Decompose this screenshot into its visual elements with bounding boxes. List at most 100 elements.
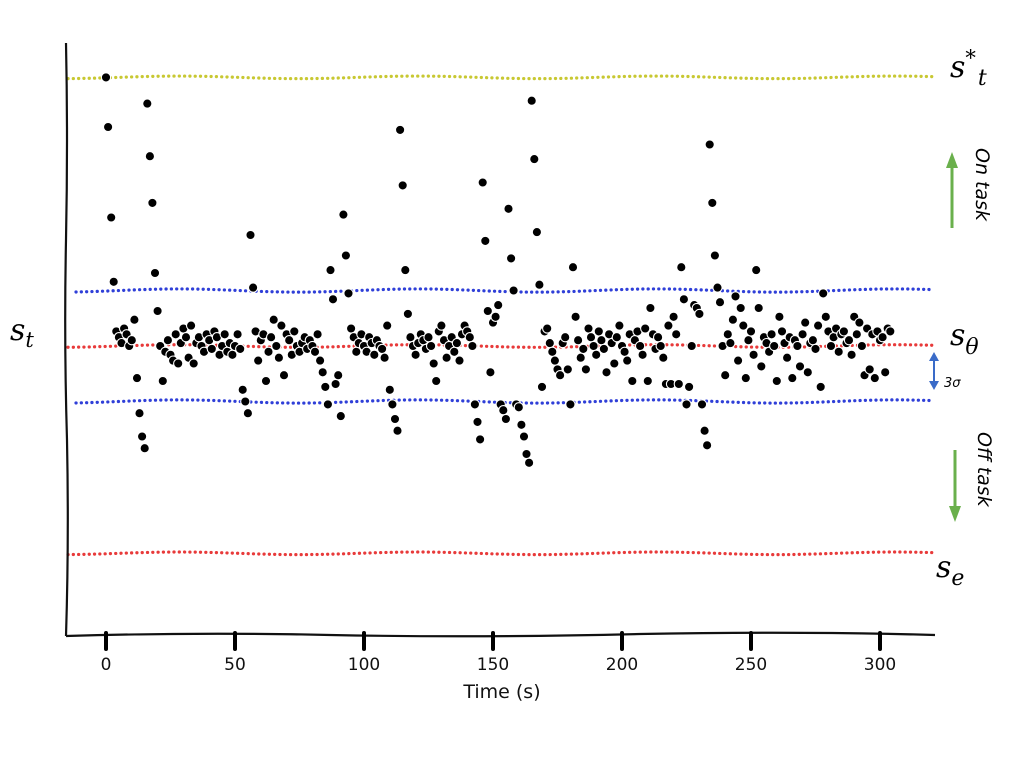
data-point	[748, 349, 759, 360]
data-point	[333, 370, 344, 381]
data-point	[505, 253, 517, 264]
data-point	[240, 396, 251, 407]
data-point	[802, 367, 813, 378]
data-point	[284, 335, 295, 346]
data-point	[126, 335, 137, 346]
data-point	[402, 308, 414, 320]
data-point	[129, 314, 140, 325]
data-point	[102, 121, 114, 133]
data-point	[518, 431, 530, 442]
data-point	[580, 364, 592, 375]
data-point	[245, 229, 256, 241]
off-task-label: Off task	[973, 432, 995, 508]
data-point	[696, 399, 708, 410]
data-point	[493, 299, 504, 311]
data-point	[531, 226, 543, 238]
data-point	[152, 305, 163, 317]
data-point	[389, 413, 401, 425]
data-point	[428, 358, 439, 369]
data-point	[394, 124, 406, 136]
data-point	[634, 340, 646, 352]
data-point	[614, 320, 625, 331]
data-point	[671, 329, 682, 340]
data-point	[800, 317, 811, 328]
data-point	[825, 340, 837, 352]
data-point	[544, 337, 555, 349]
label-s-theta: sθ	[950, 318, 979, 360]
data-point	[480, 235, 491, 247]
data-point	[547, 346, 558, 357]
data-point	[312, 329, 323, 340]
data-point	[529, 153, 540, 165]
data-point	[317, 367, 328, 378]
band-line-0	[74, 287, 936, 294]
data-point	[516, 419, 527, 430]
data-point	[720, 370, 731, 381]
data-point	[327, 294, 339, 305]
on-task-arrow-head	[946, 152, 958, 168]
data-point	[235, 343, 246, 355]
data-point	[797, 329, 808, 340]
data-point	[136, 431, 148, 442]
data-point	[451, 337, 463, 349]
data-point	[885, 326, 896, 337]
data-point	[162, 335, 174, 346]
off-task-arrow-head	[949, 506, 961, 522]
data-point	[854, 317, 865, 328]
data-point	[575, 352, 586, 363]
data-point	[572, 335, 584, 346]
data-point	[810, 343, 821, 355]
data-point	[477, 177, 488, 188]
data-point	[815, 381, 826, 393]
data-point	[206, 343, 217, 355]
data-point	[369, 349, 380, 360]
data-point	[431, 375, 442, 387]
data-point	[714, 297, 726, 308]
data-point	[645, 302, 656, 314]
reference-line-2	[66, 550, 934, 557]
data-point	[467, 340, 478, 352]
data-point	[554, 370, 566, 381]
y-axis-label: st	[10, 313, 34, 352]
data-point	[335, 410, 346, 422]
data-point	[743, 335, 754, 346]
data-point	[820, 311, 831, 322]
data-point	[838, 326, 850, 337]
data-point	[701, 440, 713, 451]
data-point	[735, 302, 746, 314]
data-point	[343, 288, 354, 299]
data-point	[542, 323, 553, 334]
data-point	[588, 340, 599, 352]
data-point	[485, 367, 496, 378]
data-point	[601, 367, 612, 378]
data-point	[503, 203, 514, 214]
data-point	[436, 320, 447, 331]
data-point	[379, 352, 390, 363]
data-point	[683, 381, 695, 393]
data-point	[745, 326, 757, 337]
data-point	[188, 358, 199, 369]
data-point	[663, 320, 674, 331]
data-point	[268, 314, 279, 325]
data-point	[108, 276, 119, 287]
data-point	[869, 372, 880, 384]
data-point	[351, 346, 362, 357]
data-point	[676, 262, 687, 273]
data-point	[637, 349, 648, 360]
data-point	[100, 72, 112, 83]
data-point	[794, 361, 806, 372]
data-point	[106, 212, 117, 223]
data-point	[642, 375, 653, 387]
data-point	[807, 335, 819, 346]
label-s-star-t: s*t	[950, 46, 987, 91]
x-axis-ticks: 0 50 100 150 200 250 300	[101, 631, 896, 675]
data-point	[774, 311, 785, 322]
data-point	[753, 302, 764, 314]
data-point	[611, 332, 622, 343]
data-point	[314, 355, 326, 366]
data-point	[400, 264, 411, 276]
sigma-arrow-head-up	[929, 352, 939, 361]
data-point	[833, 346, 844, 357]
data-point	[340, 250, 352, 261]
